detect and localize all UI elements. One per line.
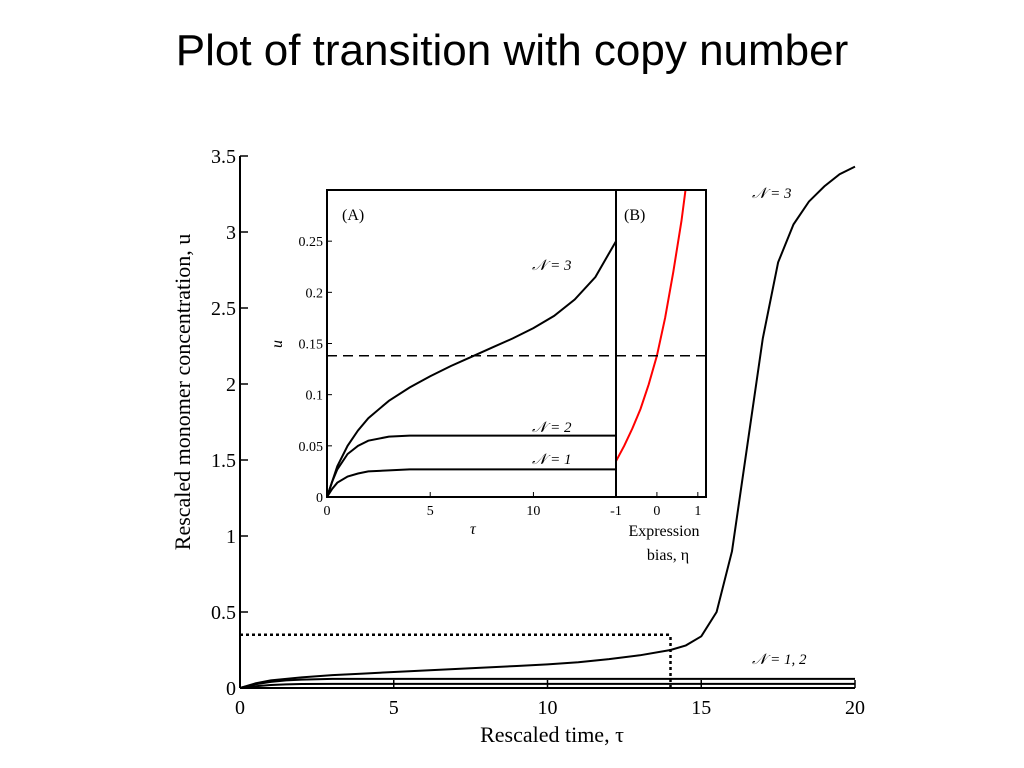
inset-a-y-tick-label: 0.2 [306,286,324,301]
inset-a-x-tick-label: 10 [526,504,540,519]
main-y-tick-label: 1 [226,526,236,548]
main-y-tick-label: 2 [226,374,236,396]
inset-a-x-tick-label: 0 [324,504,331,519]
inset-b-series-line-0 [615,189,687,462]
main-y-tick-label: 1.5 [211,450,236,472]
main-series-line-1 [239,677,855,689]
main-annotations [240,633,672,688]
inset-a-y-axis-label: u [269,340,286,348]
slide-title: Plot of transition with copy number [175,26,849,75]
inset-a-series-line-0 [326,240,617,498]
inset-a-ticks: 0 5 10 0 0.05 0.1 0.15 0.2 0.25 [299,235,541,519]
main-x-tick-label: 5 [389,697,399,719]
main-y-axis-label: Rescaled monomer concentration, u [170,234,195,550]
main-y-tick-label: 3 [226,222,236,244]
inset-b-curves [615,189,706,462]
inset-a-curves [326,240,617,498]
inset-a-panel-label: (A) [342,207,364,224]
main-y-tick-label: 0 [226,678,236,700]
inset-b-x-tick-label: 0 [653,504,660,519]
inset-a-label-n1: 𝒩 = 1 [532,452,572,468]
main-series-line-0 [239,165,856,689]
main-y-tick-label: 0.5 [211,602,236,624]
main-y-tick-label: 2.5 [211,298,236,320]
inset-b-x-axis-label-line2: bias, η [647,547,689,564]
inset-a-series-line-2 [326,468,616,498]
main-y-tick-label: 3.5 [211,146,236,168]
inset-a-y-tick-label: 0.1 [306,389,324,404]
inset-a-x-axis-label: τ [470,521,477,538]
main-x-tick-label: 0 [235,697,245,719]
inset-a-series-line-1 [326,434,616,498]
inset-a-label-n3: 𝒩 = 3 [532,258,572,274]
main-x-tick-label: 10 [538,697,558,719]
main-x-tick-label: 20 [845,697,865,719]
inset-b-x-tick-label: 1 [694,504,701,519]
main-x-tick-label: 15 [691,697,711,719]
inset-b-panel-label: (B) [624,207,645,224]
inset-a-y-tick-label: 0.15 [299,338,324,353]
main-curves [239,165,856,689]
inset-a-y-tick-label: 0.05 [299,440,324,455]
inset-b-frame [615,189,707,498]
main-curve-label-n3: 𝒩 = 3 [752,186,792,202]
inset-a-y-tick-label: 0.25 [299,235,324,250]
main-curve-label-n12: 𝒩 = 1, 2 [752,652,807,668]
main-x-axis-label: Rescaled time, τ [480,722,624,747]
main-series-line-2 [239,682,855,689]
inset-b-panel: -1 0 1 (B) Expression bias, η [610,189,707,564]
inset-a-label-n2: 𝒩 = 2 [532,420,572,436]
inset-a-x-tick-label: 5 [427,504,434,519]
inset-a-y-tick-label: 0 [316,491,323,506]
inset-b-x-tick-label: -1 [610,504,622,519]
inset-b-x-axis-label-line1: Expression [628,523,699,540]
